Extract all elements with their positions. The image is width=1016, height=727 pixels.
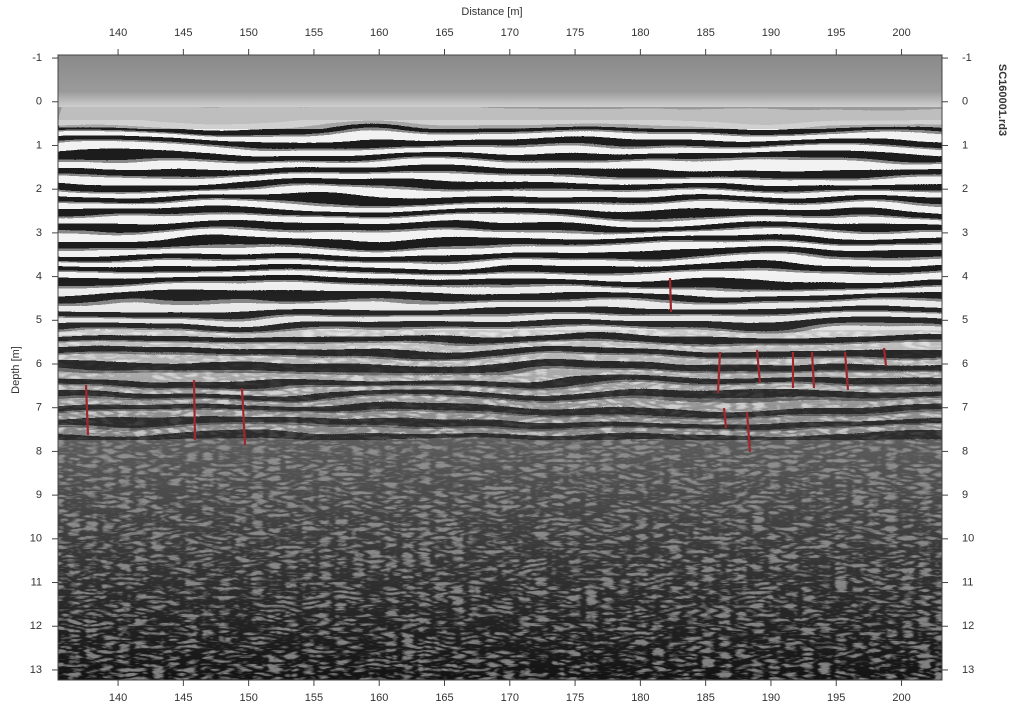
x-tick-label: 160: [370, 692, 388, 704]
x-tick-label: 170: [501, 692, 519, 704]
x-axis-title: Distance [m]: [461, 6, 522, 18]
x-tick-label-top: 200: [892, 27, 910, 39]
y-tick-label-right: 6: [962, 358, 968, 370]
x-tick-label-top: 185: [696, 27, 714, 39]
x-tick-label-top: 195: [827, 27, 845, 39]
y-tick-label-right: 9: [962, 489, 968, 501]
x-tick-label-top: 150: [239, 27, 257, 39]
y-tick-label: -1: [32, 52, 42, 64]
y-tick-label: 2: [36, 183, 42, 195]
y-tick-label-right: 13: [962, 664, 974, 676]
y-tick-label-right: 4: [962, 270, 968, 282]
y-tick-label: 6: [36, 358, 42, 370]
y-tick-label-right: 0: [962, 96, 968, 108]
y-tick-label: 8: [36, 445, 42, 457]
x-tick-label-top: 180: [631, 27, 649, 39]
x-tick-label: 140: [109, 692, 127, 704]
plot-frame: [57, 54, 943, 681]
y-tick-label: 11: [31, 576, 42, 588]
file-label: SC160001.rd3: [996, 64, 1008, 136]
y-tick-label-right: 5: [962, 314, 968, 326]
y-axis-title: Depth [m]: [10, 346, 22, 394]
radargram-image: [58, 55, 942, 680]
x-tick-label-top: 165: [435, 27, 453, 39]
x-tick-label-top: 145: [174, 27, 192, 39]
x-tick-label-top: 155: [305, 27, 323, 39]
y-tick-label-right: 11: [962, 576, 973, 588]
y-tick-label: 1: [36, 139, 42, 151]
y-tick-label: 4: [36, 270, 42, 282]
x-tick-label: 155: [305, 692, 323, 704]
x-tick-label: 195: [827, 692, 845, 704]
x-tick-label-top: 175: [566, 27, 584, 39]
y-tick-label-right: -1: [962, 52, 972, 64]
y-tick-label-right: 12: [962, 620, 974, 632]
x-tick-label: 150: [239, 692, 257, 704]
x-tick-label: 190: [762, 692, 780, 704]
y-tick-label: 10: [30, 533, 42, 545]
x-tick-label: 165: [435, 692, 453, 704]
x-tick-label: 175: [566, 692, 584, 704]
y-tick-label-right: 8: [962, 445, 968, 457]
y-tick-label: 12: [30, 620, 42, 632]
y-tick-label-right: 7: [962, 402, 968, 414]
x-tick-label: 145: [174, 692, 192, 704]
x-tick-label-top: 160: [370, 27, 388, 39]
y-tick-label-right: 3: [962, 227, 968, 239]
y-tick-label: 5: [36, 314, 42, 326]
x-tick-label: 200: [892, 692, 910, 704]
y-tick-label-right: 1: [962, 139, 968, 151]
x-tick-label: 180: [631, 692, 649, 704]
x-tick-label-top: 140: [109, 27, 127, 39]
y-tick-label: 7: [36, 402, 42, 414]
x-tick-label-top: 190: [762, 27, 780, 39]
y-tick-label: 13: [30, 664, 42, 676]
x-tick-label: 185: [696, 692, 714, 704]
x-tick-label-top: 170: [501, 27, 519, 39]
y-tick-label: 9: [36, 489, 42, 501]
y-tick-label: 3: [36, 227, 42, 239]
y-tick-label-right: 2: [962, 183, 968, 195]
annotations: [84, 277, 888, 453]
y-tick-label: 0: [36, 96, 42, 108]
y-tick-label-right: 10: [962, 533, 974, 545]
